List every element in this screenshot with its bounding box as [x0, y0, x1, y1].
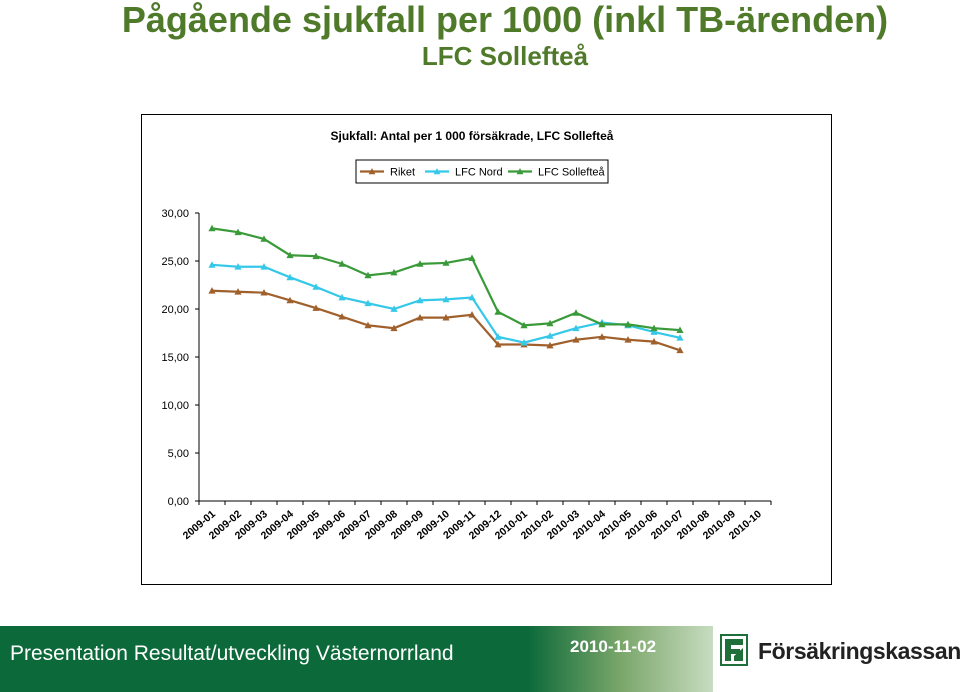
legend-label: Riket [390, 167, 415, 179]
y-tick-label: 10,00 [161, 400, 189, 412]
data-point [208, 261, 216, 268]
legend-label: LFC Nord [455, 167, 503, 179]
data-point [572, 309, 580, 316]
data-point [442, 314, 450, 321]
data-point [416, 314, 424, 321]
legend-label: LFC Sollefteå [538, 167, 606, 179]
data-point [416, 260, 424, 267]
data-point [260, 235, 268, 242]
data-point [650, 324, 658, 332]
data-point [390, 305, 398, 312]
data-point [442, 295, 450, 303]
data-point [546, 332, 554, 339]
data-point [572, 324, 580, 332]
data-point [676, 334, 684, 341]
data-point [494, 333, 502, 340]
footer-logo-area [713, 626, 960, 692]
data-point [520, 321, 528, 329]
data-point [234, 228, 242, 236]
page-subtitle: LFC Sollefteå [421, 41, 589, 71]
data-point [624, 320, 632, 328]
data-point [364, 299, 372, 307]
data-point [208, 224, 216, 232]
data-point [546, 341, 554, 349]
series-line [211, 263, 681, 344]
data-point [624, 336, 632, 343]
y-tick-label: 25,00 [161, 256, 189, 268]
data-point [494, 340, 502, 348]
y-tick-label: 0,00 [168, 496, 189, 508]
footer-band [0, 626, 528, 692]
data-point [234, 263, 242, 270]
chart-legend [355, 159, 609, 184]
data-point [260, 263, 268, 270]
data-point [546, 319, 554, 327]
data-point [676, 326, 684, 333]
data-point [338, 313, 346, 320]
logo-wordmark: Försäkringskassan [758, 638, 960, 664]
chart-title: Sjukfall: Antal per 1 000 försäkrade, LF… [331, 129, 614, 143]
data-point [260, 289, 268, 296]
legend-marker [516, 168, 524, 175]
data-point [676, 346, 684, 354]
data-point [442, 259, 450, 266]
legend-marker [368, 168, 376, 175]
forsakringskassan-logo-icon [720, 634, 748, 666]
line-chart: Sjukfall: Antal per 1 000 försäkrade, LF… [161, 129, 772, 542]
data-point [312, 252, 320, 260]
chart-container: Sjukfall: Antal per 1 000 försäkrade, LF… [141, 114, 832, 585]
data-point [390, 268, 398, 276]
data-point [364, 271, 372, 279]
y-tick-label: 30,00 [161, 208, 189, 220]
data-point [650, 328, 658, 335]
footer-presentation-title: Presentation Resultat/utveckling Västern… [10, 642, 454, 665]
series-lfc-sollefte- [208, 224, 684, 333]
data-point [390, 324, 398, 332]
footer-gradient [528, 626, 713, 692]
data-point [312, 283, 320, 290]
data-point [598, 320, 606, 328]
y-tick-label: 20,00 [161, 304, 189, 316]
series-riket [208, 287, 684, 354]
data-point [520, 339, 528, 346]
data-point [208, 287, 216, 294]
data-point [286, 296, 294, 304]
data-point [364, 321, 372, 329]
data-point [312, 304, 320, 311]
data-point [572, 336, 580, 343]
data-point [234, 288, 242, 295]
y-tick-label: 15,00 [161, 352, 189, 364]
data-point [494, 308, 502, 315]
data-point [338, 293, 346, 301]
data-point [416, 296, 424, 304]
footer-bar: Presentation Resultat/utveckling Västern… [0, 626, 960, 692]
data-point [468, 293, 476, 301]
data-point [286, 251, 294, 259]
data-point [468, 311, 476, 318]
data-point [338, 260, 346, 267]
data-point [286, 273, 294, 281]
data-point [650, 338, 658, 345]
data-point [468, 254, 476, 261]
page-title: Pågående sjukfall per 1000 (inkl TB-ären… [121, 0, 889, 40]
data-point [598, 333, 606, 340]
legend-marker [433, 168, 441, 175]
footer-date: 2010-11-02 [570, 637, 657, 656]
y-tick-label: 5,00 [168, 448, 189, 460]
series-lfc-nord [208, 261, 684, 346]
